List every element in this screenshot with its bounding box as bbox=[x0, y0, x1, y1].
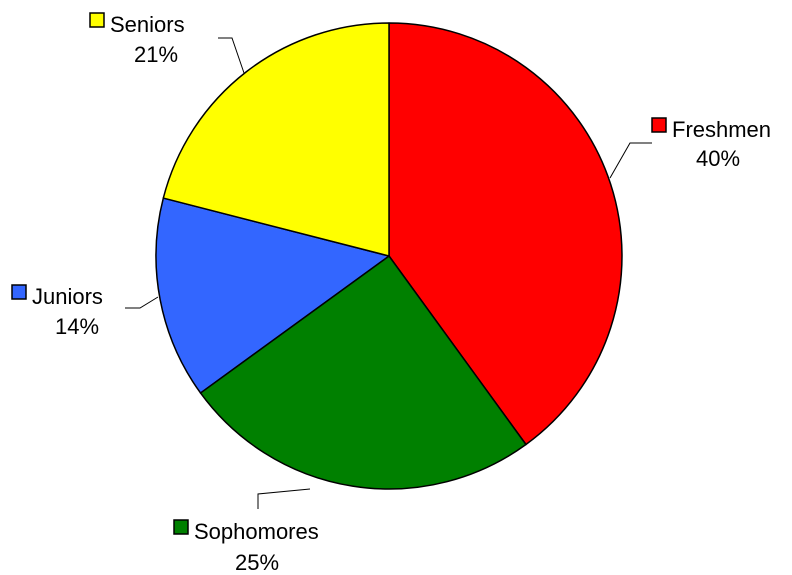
slice-value-freshmen: 40% bbox=[696, 146, 740, 171]
slice-labels: Freshmen 40% Sophomores 25% Juniors 14% Senior… bbox=[11, 12, 771, 575]
slice-label-freshmen: Freshmen bbox=[672, 117, 771, 142]
pie-slice-freshmen bbox=[388, 22, 623, 446]
leader-line-sophomores bbox=[257, 488, 311, 509]
leader-line-seniors bbox=[218, 37, 245, 74]
legend-key-freshmen bbox=[651, 117, 667, 133]
slice-label-juniors: Juniors bbox=[32, 284, 103, 309]
slice-value-sophomores: 25% bbox=[235, 550, 279, 575]
pie-slice-sophomores bbox=[199, 255, 527, 490]
pie-slices bbox=[155, 22, 623, 490]
leader-line-freshmen bbox=[609, 142, 652, 179]
slice-label-sophomores: Sophomores bbox=[194, 519, 319, 544]
pie-slice-juniors bbox=[155, 197, 390, 394]
legend-key-sophomores bbox=[173, 519, 189, 535]
pie-slice-seniors bbox=[162, 22, 390, 257]
legend-key-juniors bbox=[11, 284, 27, 300]
slice-value-juniors: 14% bbox=[55, 314, 99, 339]
leader-line-juniors bbox=[125, 296, 159, 309]
leader-lines bbox=[125, 37, 652, 509]
slice-value-seniors: 21% bbox=[134, 42, 178, 67]
slice-label-seniors: Seniors bbox=[110, 12, 185, 37]
legend-key-seniors bbox=[89, 12, 105, 28]
